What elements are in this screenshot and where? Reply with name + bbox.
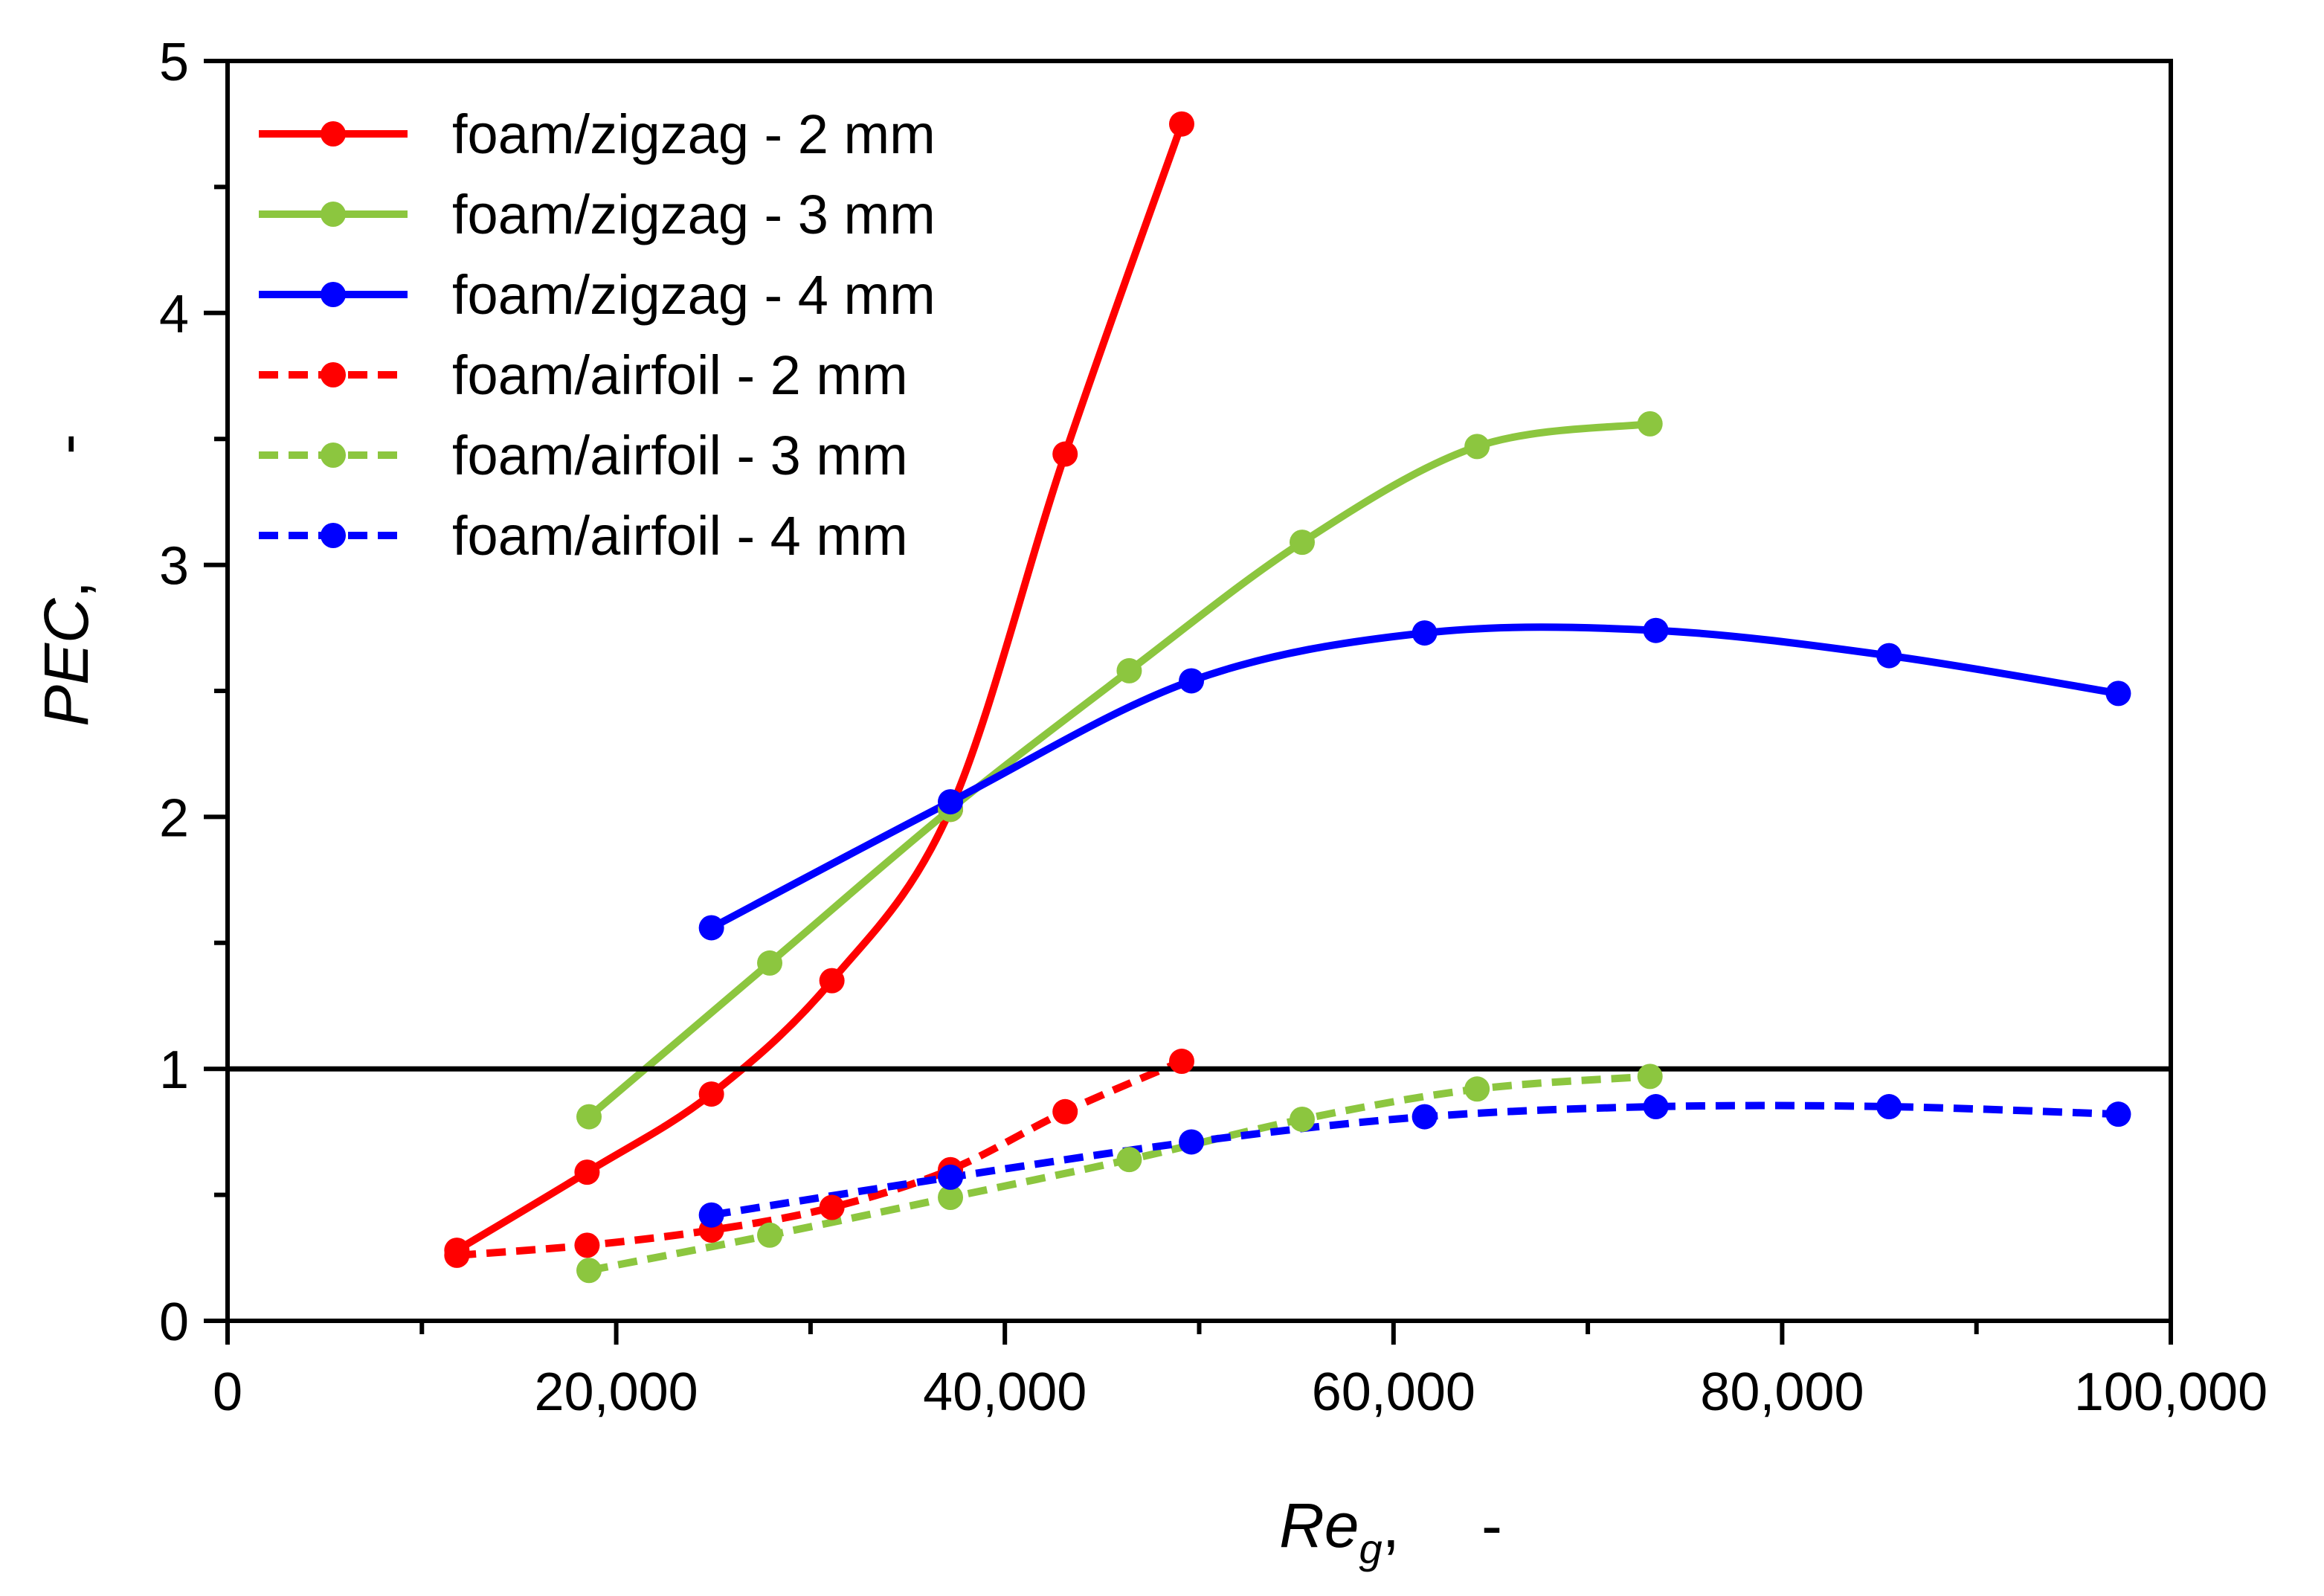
data-point-s3-2 [938,789,964,815]
legend-marker-4 [321,362,346,387]
axes: 0 20,000 40,000 60,000 80,000 100,000 0 1 2 3 4 5 [159,33,2267,1422]
data-point-s3-6 [1876,643,1902,669]
data-point-s3-1 [698,915,724,941]
data-point-s2-4 [1116,657,1142,683]
data-point-s1-2 [574,1159,600,1185]
legend-label-1: foam/zigzag - 2 mm [452,103,936,165]
y-axis-label-suffix: , [31,581,101,598]
data-point-s5-1 [576,1258,602,1284]
data-point-s1-7 [1168,111,1194,137]
legend-marker-2 [321,202,346,227]
axis-labels: Reg, - PEC, - [31,434,1502,1572]
legend-label-5: foam/airfoil - 3 mm [452,425,908,486]
legend-marker-6 [321,523,346,548]
data-point-s5-4 [1116,1147,1142,1173]
x-tick-label: 20,000 [534,1362,698,1422]
y-tick-label: 5 [159,33,189,92]
data-point-s5-3 [938,1184,964,1210]
legend-marker-5 [321,443,346,468]
legend-label-3: foam/zigzag - 4 mm [452,264,936,326]
data-point-s4-2 [574,1232,600,1258]
legend-marker-1 [321,121,346,147]
y-tick-label: 2 [159,788,189,848]
data-point-s5-7 [1637,1064,1663,1090]
data-point-s4-7 [1168,1049,1194,1075]
legend: foam/zigzag - 2 mm foam/zigzag - 3 mm foam… [259,103,936,567]
data-point-s4-6 [1052,1098,1078,1124]
x-tick-label: 100,000 [2074,1362,2267,1422]
data-point-s2-7 [1637,411,1663,437]
data-point-s4-4 [819,1194,845,1220]
plot-area [228,111,2171,1284]
data-point-s3-7 [2105,680,2131,707]
data-point-s1-3 [698,1081,724,1107]
y-tick-label: 0 [159,1293,189,1352]
data-point-s6-5 [1643,1094,1669,1120]
data-point-s5-2 [757,1222,783,1248]
x-tick-label: 60,000 [1312,1362,1475,1422]
legend-label-4: foam/airfoil - 2 mm [452,344,908,406]
x-tick-label: 40,000 [923,1362,1087,1422]
x-axis-label-suffix: , [1383,1490,1400,1560]
data-point-s1-4 [819,968,845,994]
data-point-s2-5 [1289,530,1315,556]
data-point-s5-5 [1289,1106,1315,1132]
y-tick-label: 3 [159,537,189,596]
data-point-s6-3 [1179,1129,1205,1155]
legend-label-6: foam/airfoil - 4 mm [452,505,908,567]
legend-marker-3 [321,282,346,307]
data-point-s3-4 [1412,620,1438,646]
data-point-s5-6 [1464,1076,1490,1102]
series-line-1 [454,123,1185,1254]
x-axis-label-unit: - [1481,1490,1502,1560]
series-line-5 [588,1072,1651,1275]
data-point-s6-1 [698,1202,724,1228]
data-point-s3-3 [1179,668,1205,694]
data-point-s2-1 [576,1104,602,1130]
y-tick-label: 1 [159,1040,189,1100]
plot-frame [225,59,2173,1323]
data-point-s4-1 [444,1242,470,1268]
data-point-s6-7 [2105,1101,2131,1127]
data-point-s6-4 [1412,1104,1438,1130]
x-tick-label: 0 [213,1362,242,1422]
data-point-s1-6 [1052,441,1078,467]
y-axis-label: PEC, - [31,434,101,727]
legend-label-2: foam/zigzag - 3 mm [452,184,936,245]
series-line-3 [709,623,2119,931]
data-point-s2-2 [757,950,783,976]
y-axis-label-unit: - [31,434,101,454]
x-axis-label: Reg, - [1279,1490,1502,1572]
y-axis-label-main: PEC [31,597,101,727]
x-axis-label-main: Re [1279,1490,1359,1560]
x-axis-label-sub: g [1359,1525,1382,1572]
data-point-s2-6 [1464,434,1490,460]
data-point-s3-5 [1643,617,1669,643]
x-tick-label: 80,000 [1700,1362,1864,1422]
data-point-s6-2 [938,1164,964,1190]
data-point-s6-6 [1876,1094,1902,1120]
y-tick-label: 4 [159,285,189,344]
